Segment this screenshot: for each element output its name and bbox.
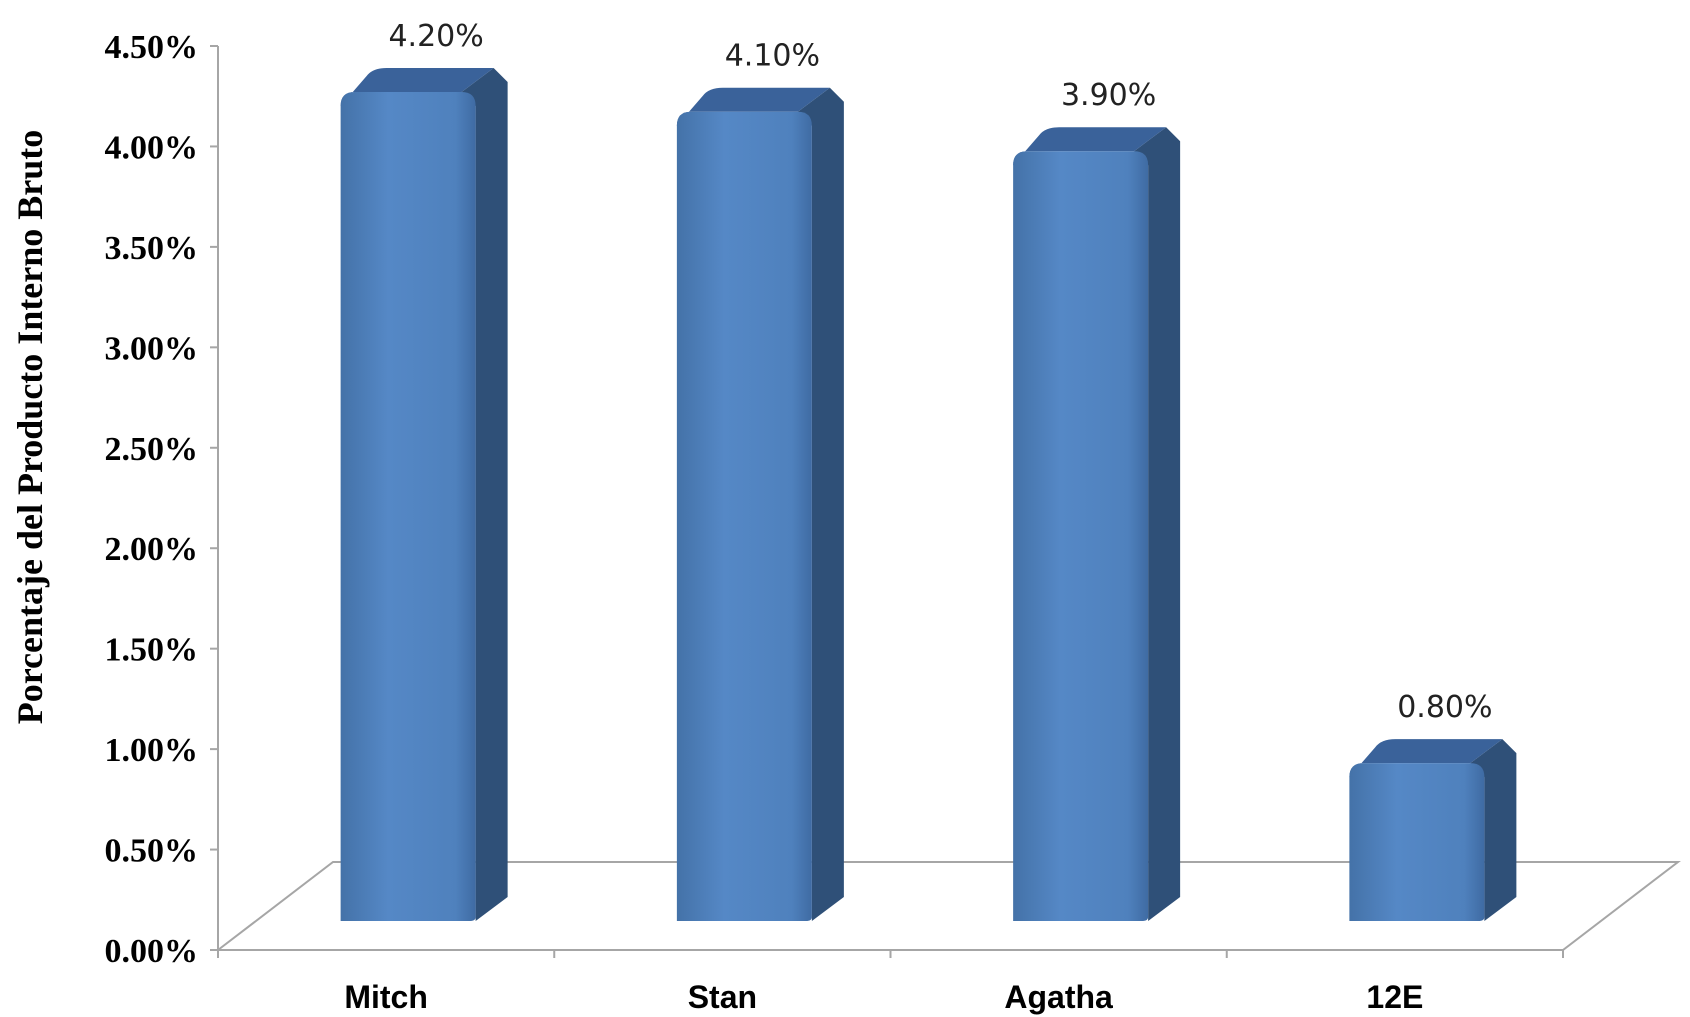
bar-side: [797, 87, 844, 921]
bar-12e: [1349, 739, 1517, 921]
bar-mitch: [340, 68, 508, 921]
x-tick-label: 12E: [1366, 979, 1423, 1015]
bar-front: [1013, 151, 1149, 921]
y-tick-label: 0.50%: [105, 833, 199, 870]
data-label: 3.90%: [1061, 78, 1156, 113]
y-tick-label: 1.50%: [105, 632, 199, 669]
bar-top: [676, 87, 830, 126]
y-axis-label: Porcentaje del Producto Interno Bruto: [10, 130, 50, 725]
data-label: 4.10%: [725, 39, 820, 74]
bar-top: [1349, 739, 1503, 778]
bar-front: [1349, 763, 1485, 921]
y-tick-label: 2.00%: [105, 531, 199, 568]
x-axis: Mitch Stan Agatha 12E: [217, 949, 1564, 1015]
bar-side: [1470, 739, 1517, 921]
x-tick-label: Stan: [688, 979, 757, 1015]
y-tick-label: 4.00%: [105, 129, 199, 166]
bar-top: [1013, 127, 1167, 166]
y-tick-label: 3.00%: [105, 330, 199, 367]
data-labels: 4.20% 4.10% 3.90% 0.80%: [388, 19, 1492, 725]
bar-front: [340, 92, 476, 921]
bar-side: [461, 68, 508, 921]
bar-stan: [676, 87, 844, 921]
x-tick-label: Mitch: [344, 979, 428, 1015]
bar-agatha: [1013, 127, 1181, 921]
y-tick-label: 3.50%: [105, 230, 199, 267]
bars: [340, 68, 1517, 921]
bar-front: [676, 111, 812, 921]
y-axis: 0.00% 0.50% 1.00% 1.50% 2.00% 2.50% 3.00% 3.50%…: [105, 29, 219, 970]
y-tick-label: 0.00%: [105, 933, 199, 970]
bar-side: [1134, 127, 1181, 921]
data-label: 4.20%: [388, 19, 483, 54]
y-tick-label: 1.00%: [105, 732, 199, 769]
y-tick-label: 4.50%: [105, 29, 199, 66]
bar-top: [340, 68, 494, 106]
data-label: 0.80%: [1397, 690, 1492, 725]
y-tick-label: 2.50%: [105, 431, 199, 468]
x-tick-label: Agatha: [1004, 979, 1113, 1015]
